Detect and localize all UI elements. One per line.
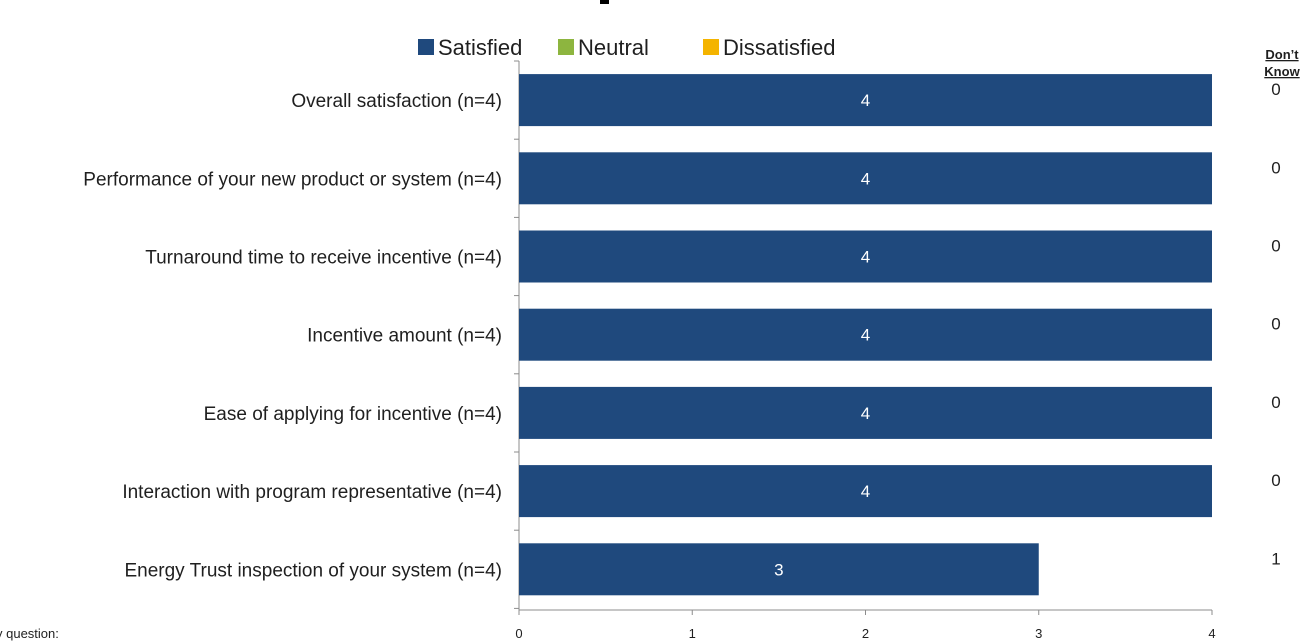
dont-know-value: 0 <box>1271 158 1280 177</box>
dont-know-value: 0 <box>1271 80 1280 99</box>
category-label: Turnaround time to receive incentive (n=… <box>145 248 502 269</box>
legend-swatch-satisfied <box>418 39 434 55</box>
bar-satisfied <box>519 543 1039 596</box>
dont-know-value: 0 <box>1271 237 1280 256</box>
data-label: 4 <box>861 482 870 501</box>
title-fragment <box>600 0 609 4</box>
bar-satisfied <box>519 230 1212 283</box>
legend-label-neutral: Neutral <box>578 35 649 60</box>
x-tick-label: 1 <box>689 626 696 641</box>
category-labels: Overall satisfaction (n=4) Performance of… <box>83 91 502 581</box>
bar-satisfied <box>519 465 1212 518</box>
legend: Satisfied Neutral Dissatisfied <box>418 35 835 60</box>
bar-satisfied <box>519 308 1212 361</box>
category-label: Performance of your new product or syste… <box>83 169 502 190</box>
dont-know-value: 0 <box>1271 315 1280 334</box>
x-tick-label: 3 <box>1035 626 1042 641</box>
bars: 4 4 4 4 4 4 3 <box>519 74 1212 596</box>
bar-satisfied <box>519 74 1212 127</box>
dont-know-value: 1 <box>1271 549 1280 568</box>
footnote: y question: <box>0 626 59 641</box>
data-label: 3 <box>774 560 783 579</box>
bar-satisfied <box>519 152 1212 205</box>
dont-know-value: 0 <box>1271 471 1280 490</box>
legend-label-satisfied: Satisfied <box>438 35 522 60</box>
x-tick-label: 4 <box>1208 626 1215 641</box>
dont-know-header-line2: Know <box>1264 64 1300 79</box>
dont-know-value: 0 <box>1271 393 1280 412</box>
category-label: Overall satisfaction (n=4) <box>291 91 502 112</box>
data-label: 4 <box>861 326 870 345</box>
dont-know-header-line1: Don’t <box>1265 47 1299 62</box>
data-label: 4 <box>861 169 870 188</box>
legend-swatch-neutral <box>558 39 574 55</box>
x-tick-label: 0 <box>515 626 522 641</box>
data-label: 4 <box>861 91 870 110</box>
data-label: 4 <box>861 248 870 267</box>
x-tick-label: 2 <box>862 626 869 641</box>
dont-know-column: Don’t Know 0 0 0 0 0 0 1 <box>1264 47 1300 568</box>
legend-swatch-dissatisfied <box>703 39 719 55</box>
category-label: Incentive amount (n=4) <box>307 326 502 347</box>
category-label: Ease of applying for incentive (n=4) <box>204 404 502 425</box>
data-label: 4 <box>861 404 870 423</box>
legend-label-dissatisfied: Dissatisfied <box>723 35 835 60</box>
bar-satisfied <box>519 386 1212 439</box>
category-label: Interaction with program representative … <box>122 482 502 503</box>
category-label: Energy Trust inspection of your system (… <box>124 560 502 581</box>
